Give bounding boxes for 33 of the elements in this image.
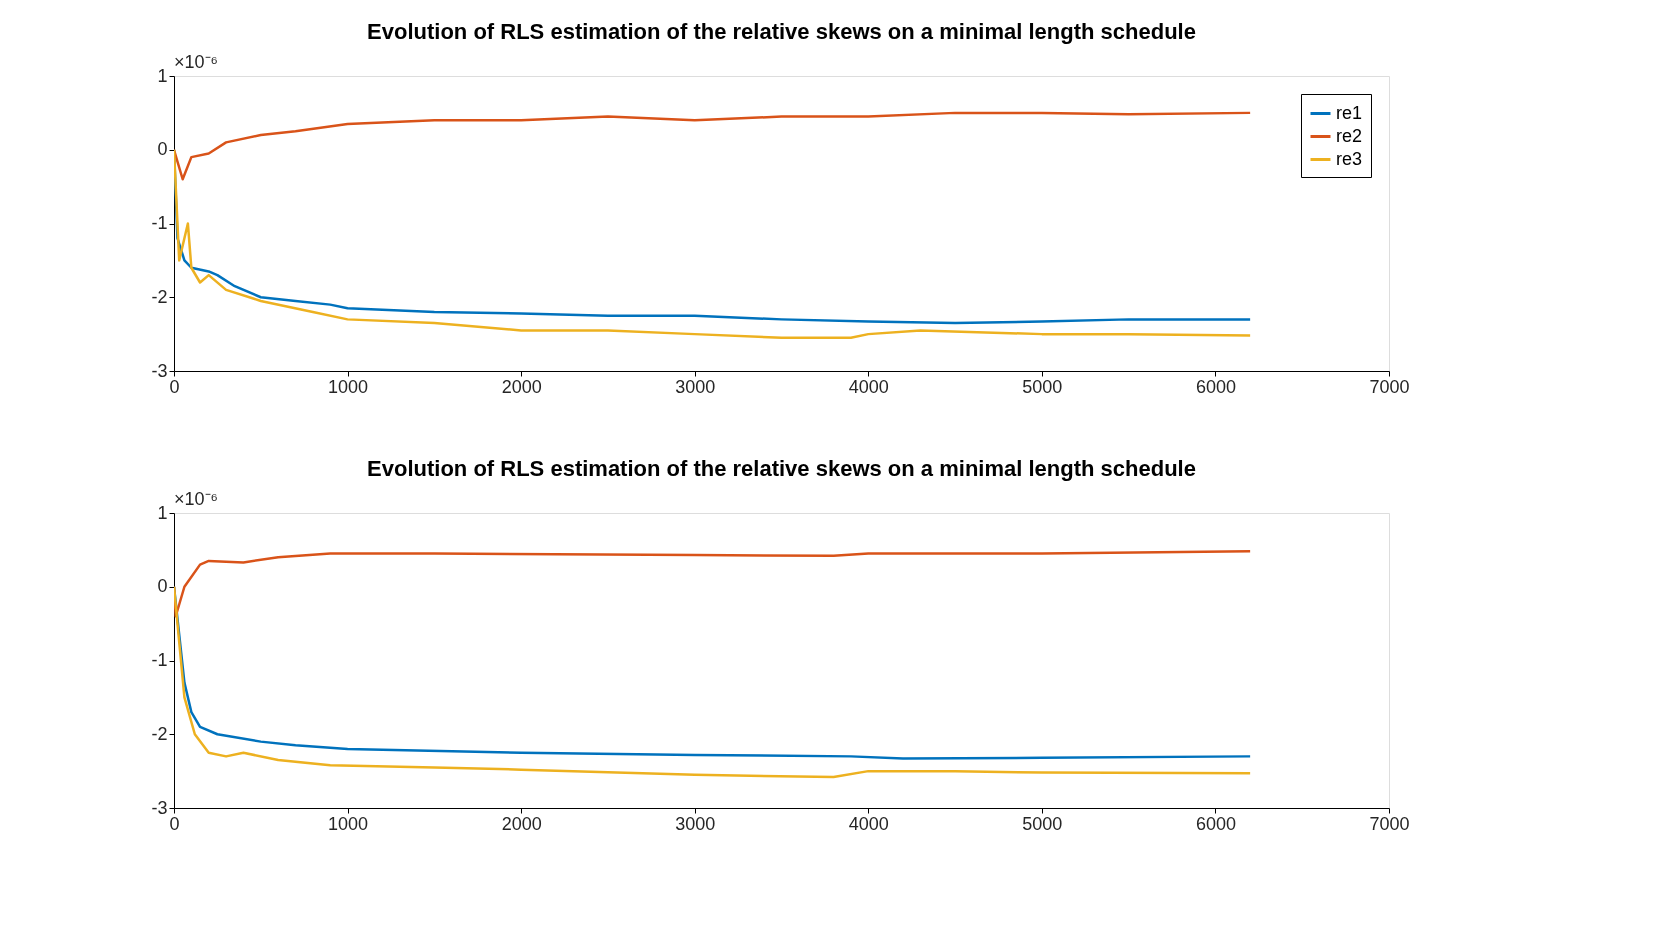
line-series xyxy=(174,111,1252,181)
x-tick-label: 2000 xyxy=(501,813,542,834)
x-tick-label: 1000 xyxy=(328,813,369,834)
y-tick-label: -2 xyxy=(151,286,168,307)
chart-title: Evolution of RLS estimation of the relative skews on a minimal length schedule xyxy=(367,19,1196,44)
y-tick-label: -2 xyxy=(151,723,168,744)
x-tick-label: 7000 xyxy=(1369,376,1410,397)
y-tick-label: -1 xyxy=(151,650,168,670)
y-tick-label: 1 xyxy=(157,502,168,523)
x-tick-label: 5000 xyxy=(1022,813,1063,834)
y-tick-label: 1 xyxy=(157,65,168,86)
x-tick-label: 4000 xyxy=(848,376,889,397)
x-tick-label: 3000 xyxy=(675,813,716,834)
x-tick-label: 5000 xyxy=(1022,376,1063,397)
legend-label: re3 xyxy=(1336,148,1363,169)
legend-label: re1 xyxy=(1336,102,1363,123)
x-tick-label: 6000 xyxy=(1195,376,1236,397)
y-tick-label: -3 xyxy=(151,360,168,381)
x-tick-label: 4000 xyxy=(848,813,889,834)
x-tick-label: 6000 xyxy=(1195,813,1236,834)
text: ×10⁻⁶ xyxy=(174,489,218,509)
x-tick-label: 3000 xyxy=(675,376,716,397)
legend-label: re2 xyxy=(1336,125,1363,146)
line-series xyxy=(174,550,1252,618)
chart-title: Evolution of RLS estimation of the relative skews on a minimal length schedule xyxy=(367,456,1196,481)
x-tick-label: 1000 xyxy=(328,376,369,397)
y-tick-label: 0 xyxy=(157,139,168,160)
text: ×10⁻⁶ xyxy=(174,52,218,72)
y-tick-label: -1 xyxy=(151,213,168,233)
y-tick-label: 0 xyxy=(157,576,168,597)
x-tick-label: 7000 xyxy=(1369,813,1410,834)
x-tick-label: 2000 xyxy=(501,376,542,397)
y-tick-label: -3 xyxy=(151,797,168,818)
